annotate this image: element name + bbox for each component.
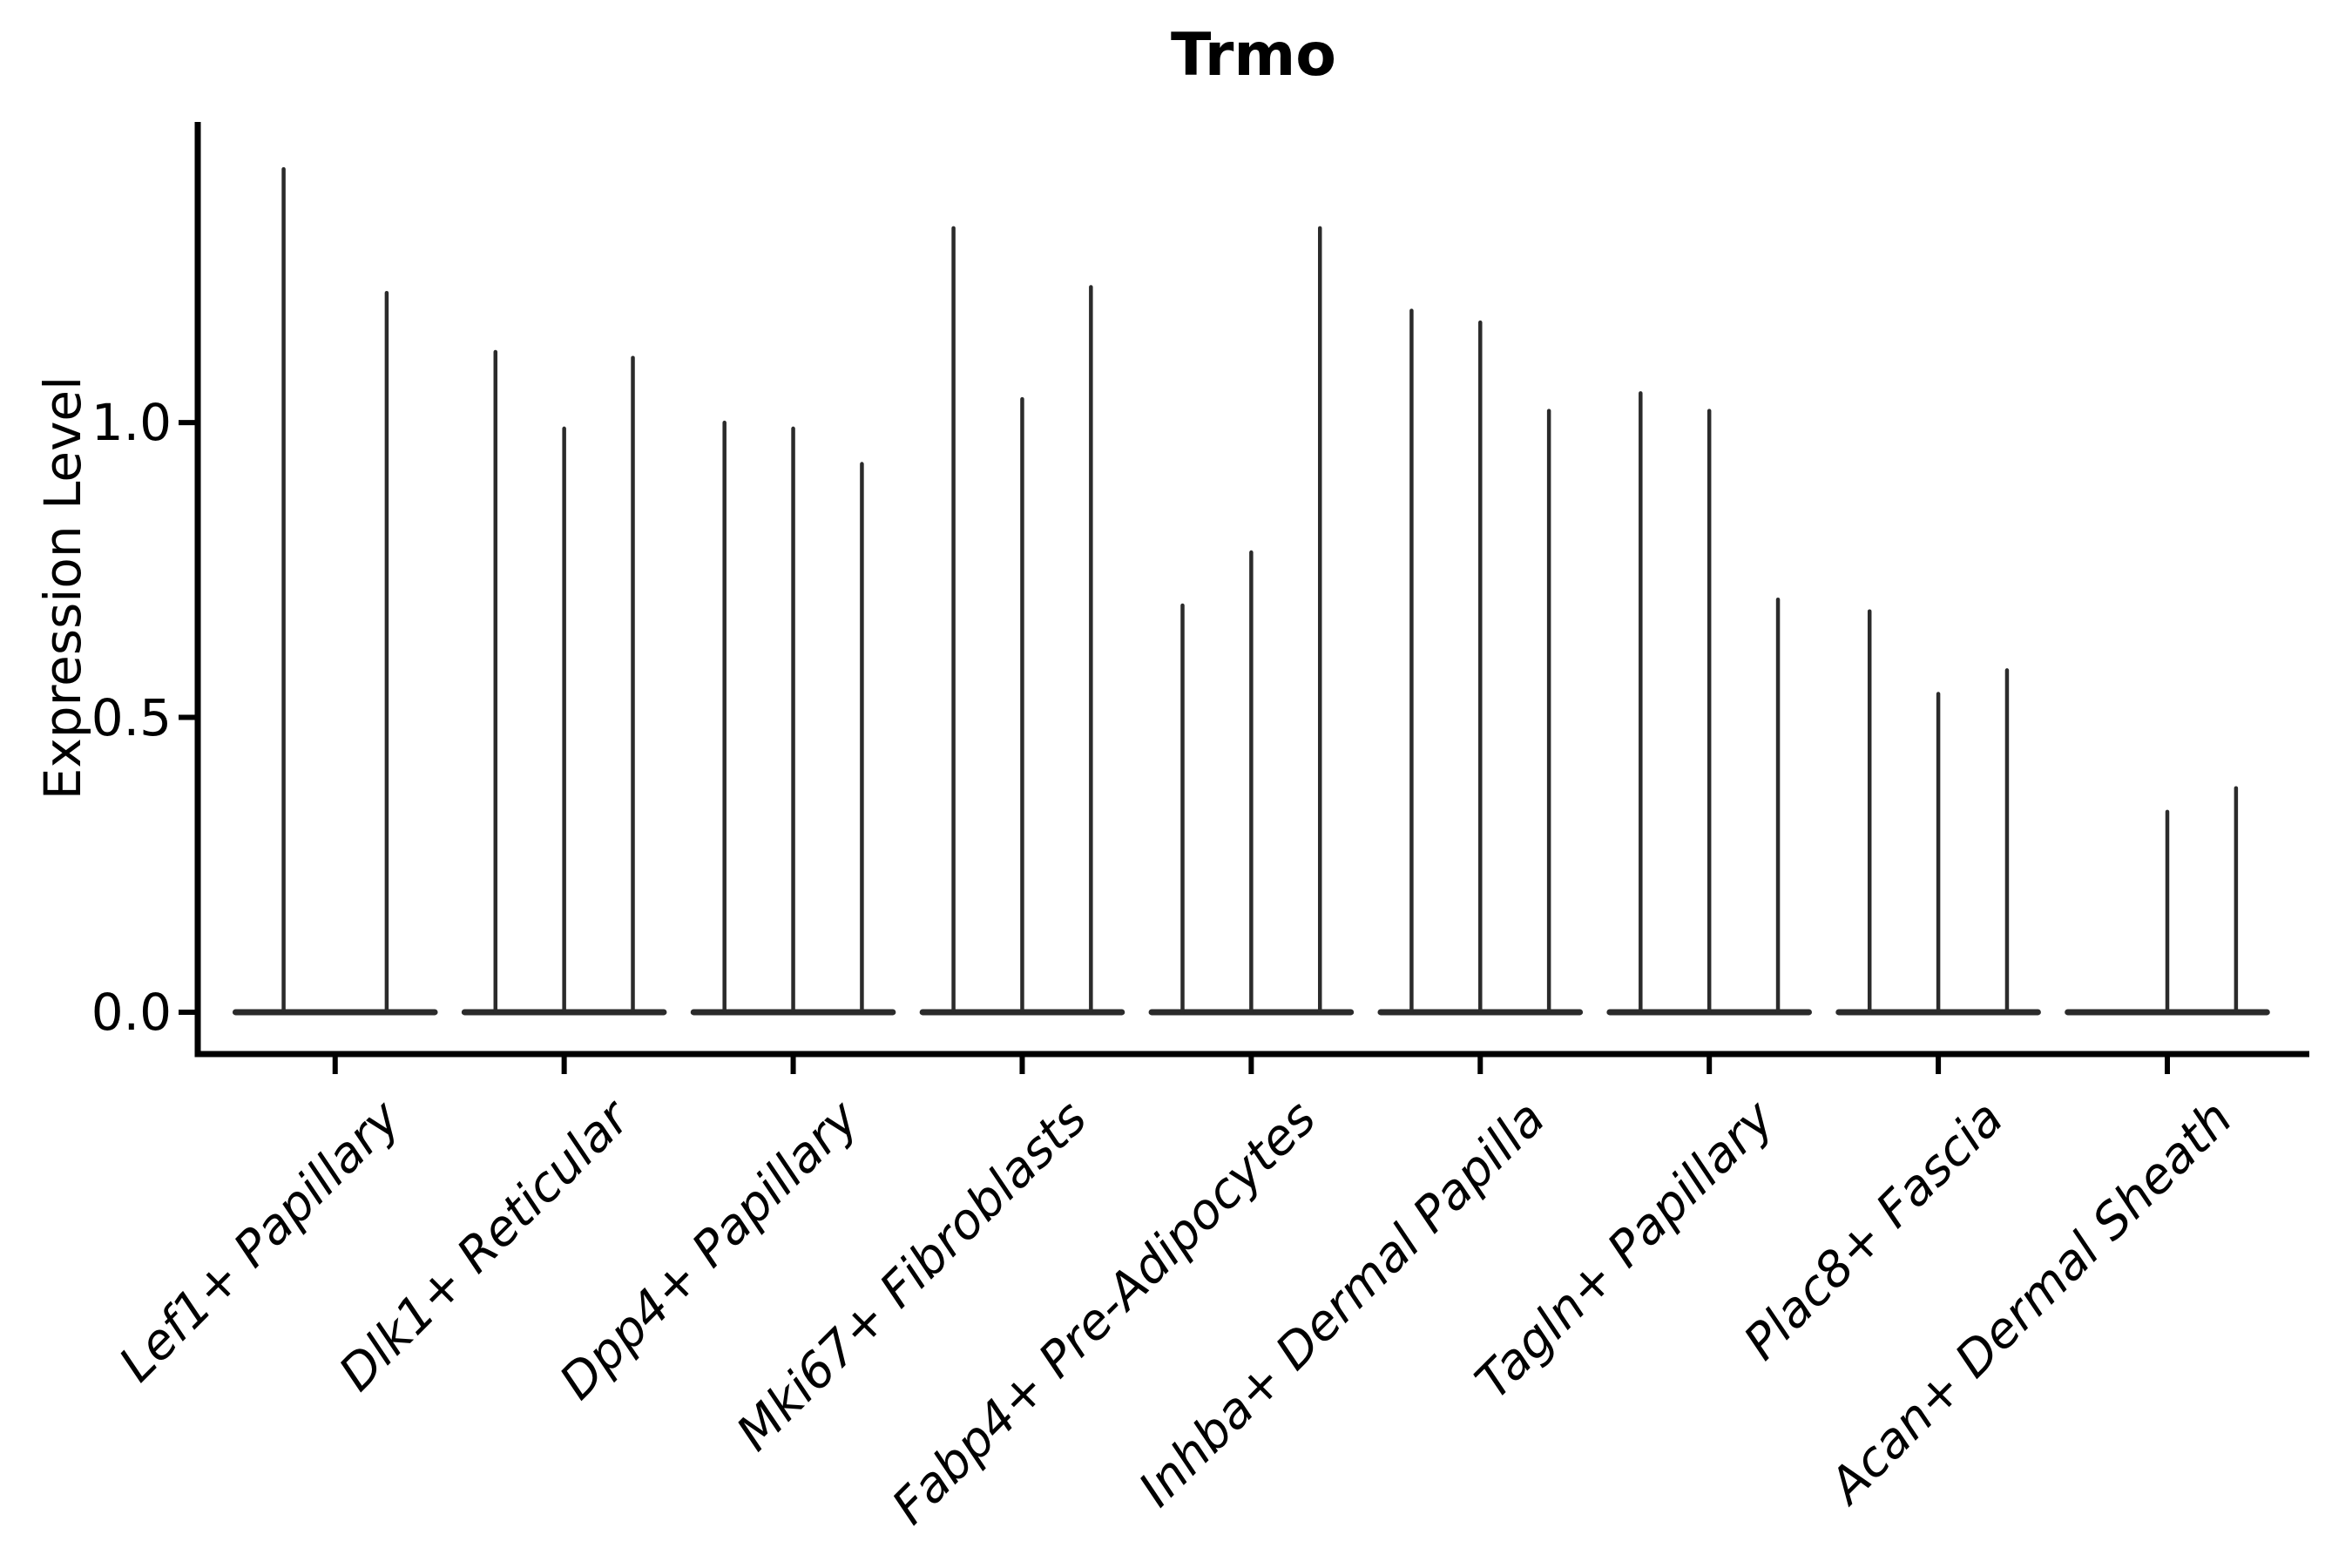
- y-tick-label: 0.5: [91, 687, 172, 747]
- y-tick-label: 1.0: [91, 393, 172, 453]
- y-tick-label: 0.0: [91, 982, 172, 1042]
- chart-title: Trmo: [1170, 21, 1337, 90]
